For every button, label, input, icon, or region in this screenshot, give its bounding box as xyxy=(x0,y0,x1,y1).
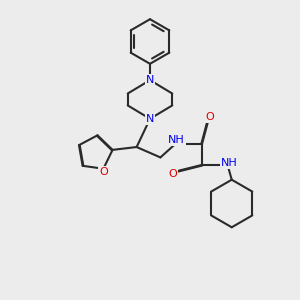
Text: O: O xyxy=(100,167,108,177)
Text: NH: NH xyxy=(168,135,185,145)
Text: O: O xyxy=(168,169,177,179)
Text: N: N xyxy=(146,114,154,124)
Text: N: N xyxy=(146,75,154,85)
Text: O: O xyxy=(205,112,214,122)
Text: NH: NH xyxy=(221,158,238,168)
